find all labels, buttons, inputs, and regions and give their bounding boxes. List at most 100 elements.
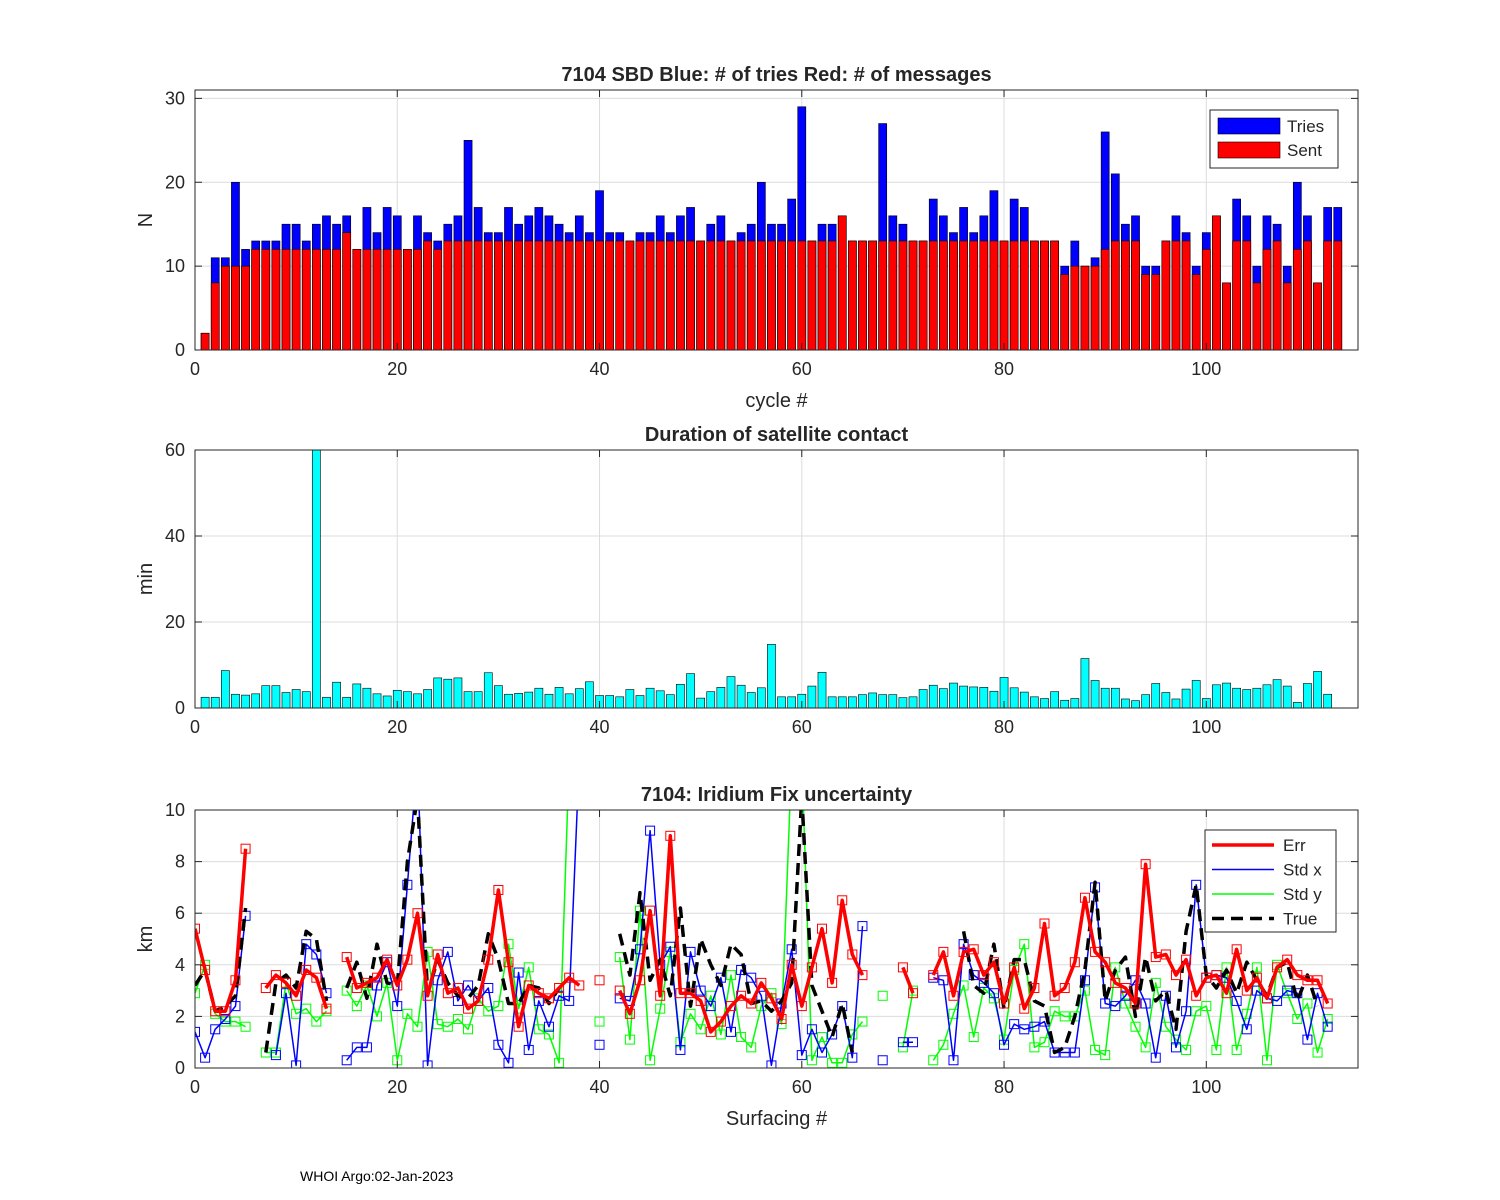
marker-err [736,990,747,1001]
marker-std-y [1029,1042,1040,1053]
y-axis-label: N [135,213,157,227]
bar-sent [827,240,837,351]
marker-std-x [1282,985,1293,996]
marker-std-y [1261,1055,1272,1066]
bar-sent [574,240,584,351]
bar-duration [433,677,443,709]
marker-err [988,957,999,968]
marker-std-y [442,1021,453,1032]
marker-err [301,964,312,975]
marker-std-x [564,995,575,1006]
bar-sent [342,232,352,351]
marker-err [210,1006,221,1017]
bar-sent [837,215,847,351]
bar-sent [1252,282,1262,351]
bar-sent [433,249,443,351]
x-tick-label: 20 [387,359,407,379]
bar-sent [1161,240,1171,351]
bar-duration [261,685,271,709]
marker-std-y [1019,939,1030,950]
y-tick-label: 10 [165,800,185,820]
marker-std-x [695,985,706,996]
marker-std-x [493,1039,504,1050]
marker-err [847,949,858,960]
marker-std-x [786,944,797,955]
bar-duration [1070,698,1080,709]
marker-std-y [928,1055,939,1066]
marker-err [746,998,757,1009]
marker-std-x [1029,1021,1040,1032]
marker-err [675,988,686,999]
bar-sent [908,240,918,351]
marker-std-x [392,1001,403,1012]
marker-std-x [857,921,868,932]
bar-sent [696,240,705,351]
bar-duration [382,695,392,709]
x-tick-label: 40 [590,1077,610,1097]
marker-std-x [513,967,524,978]
bar-sent [1110,240,1120,351]
bar-duration [514,693,523,709]
marker-err [1251,972,1262,983]
marker-std-y [1211,1044,1222,1055]
bar-sent [1019,240,1029,351]
marker-err [1150,952,1161,963]
marker-err [938,946,949,957]
bar-duration [291,689,301,709]
bar-duration [726,676,736,709]
legend-label-tries: Tries [1287,117,1324,136]
bar-sent [473,240,483,351]
marker-std-x [817,1047,828,1058]
bar-sent [625,240,635,351]
y-tick-label: 4 [175,955,185,975]
bar-duration [605,695,614,709]
marker-std-x [1241,1024,1252,1035]
bar-duration [827,696,837,709]
bar-sent [817,240,827,351]
bar-sent [392,249,402,351]
marker-err [1039,918,1050,929]
bar-sent [1313,282,1322,351]
bar-duration [807,685,817,709]
series-line-std-x [195,810,1329,1067]
marker-std-x [230,1001,241,1012]
marker-std-x [503,1057,514,1068]
marker-err [281,977,292,988]
marker-std-y [503,939,514,950]
marker-std-y [877,990,888,1001]
marker-std-x [645,825,656,836]
marker-err [1140,859,1151,870]
marker-std-x [1110,1001,1121,1012]
chart-title: 7104 SBD Blue: # of tries Red: # of mess… [561,64,991,86]
marker-err [321,1003,332,1014]
bar-sent [1201,249,1211,351]
bar-duration [969,686,979,709]
bar-sent [1121,240,1130,351]
marker-std-x [351,1042,362,1053]
marker-err [1090,946,1101,957]
y-tick-label: 6 [175,903,185,923]
y-tick-label: 8 [175,852,185,872]
marker-std-x [766,1060,777,1068]
series-line-true [195,810,1320,1055]
bar-duration [898,697,908,709]
marker-std-x [543,1021,554,1032]
bar-duration [1313,671,1322,709]
x-axis-label: Surfacing # [726,1108,828,1130]
marker-std-x [1302,1034,1313,1045]
bar-duration [1019,691,1029,709]
legend-swatch-sent [1217,141,1281,159]
marker-std-y [195,988,200,999]
bar-duration [494,685,503,709]
marker-std-x [575,780,584,789]
marker-std-x [806,1024,817,1035]
bar-duration [686,673,695,709]
bar-duration [210,696,220,709]
marker-std-x [1059,1047,1070,1058]
bar-duration [1080,658,1090,709]
bar-sent [382,249,392,351]
marker-err [1211,970,1222,981]
bar-duration [837,696,847,709]
bar-sent [281,249,291,351]
bar-duration [1161,692,1171,709]
